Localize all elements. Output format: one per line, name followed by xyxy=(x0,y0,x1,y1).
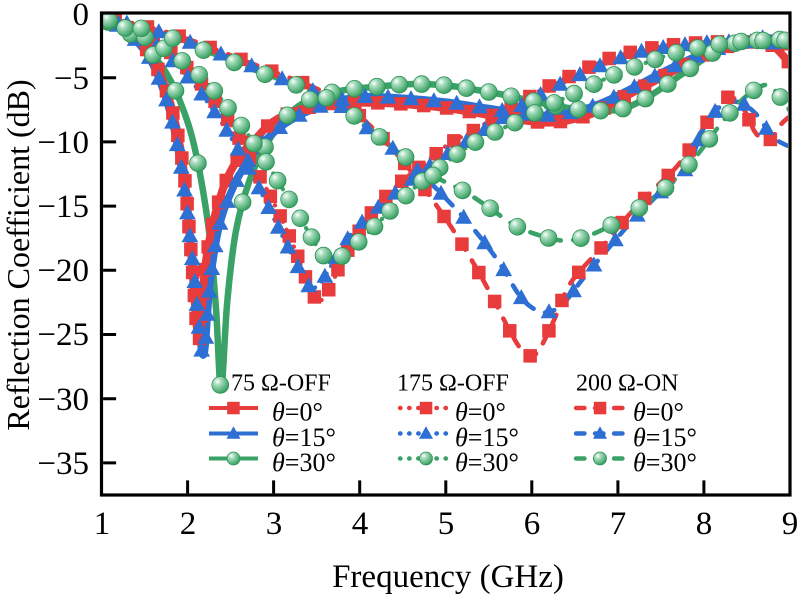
svg-text:175 Ω-OFF: 175 Ω-OFF xyxy=(397,371,509,397)
svg-text:5: 5 xyxy=(438,506,455,542)
svg-text:−5: −5 xyxy=(54,61,89,97)
svg-text:Reflection Coefficient (dB): Reflection Coefficient (dB) xyxy=(0,79,36,430)
svg-text:−35: −35 xyxy=(37,446,89,482)
svg-text:8: 8 xyxy=(696,506,713,542)
svg-text:θ=30°: θ=30° xyxy=(633,448,697,477)
svg-text:7: 7 xyxy=(610,506,627,542)
svg-text:−25: −25 xyxy=(37,317,89,353)
svg-text:θ=15°: θ=15° xyxy=(272,423,336,452)
svg-text:−20: −20 xyxy=(37,253,89,289)
svg-text:200 Ω-ON: 200 Ω-ON xyxy=(576,371,679,397)
svg-text:9: 9 xyxy=(782,506,799,542)
svg-text:θ=0°: θ=0° xyxy=(272,398,323,427)
svg-text:4: 4 xyxy=(352,506,369,542)
svg-text:1: 1 xyxy=(94,506,111,542)
svg-text:6: 6 xyxy=(524,506,541,542)
svg-text:75 Ω-OFF: 75 Ω-OFF xyxy=(231,371,331,397)
svg-text:3: 3 xyxy=(266,506,283,542)
svg-text:θ=30°: θ=30° xyxy=(272,448,336,477)
svg-text:Frequency (GHz): Frequency (GHz) xyxy=(332,559,564,595)
svg-text:−30: −30 xyxy=(37,382,89,418)
svg-text:θ=15°: θ=15° xyxy=(455,423,519,452)
svg-text:θ=30°: θ=30° xyxy=(455,448,519,477)
svg-text:−15: −15 xyxy=(37,189,89,225)
svg-text:θ=0°: θ=0° xyxy=(455,398,506,427)
svg-text:θ=15°: θ=15° xyxy=(633,423,697,452)
svg-text:2: 2 xyxy=(180,506,197,542)
svg-text:0: 0 xyxy=(73,0,90,33)
svg-text:−10: −10 xyxy=(37,125,89,161)
svg-text:θ=0°: θ=0° xyxy=(633,398,684,427)
